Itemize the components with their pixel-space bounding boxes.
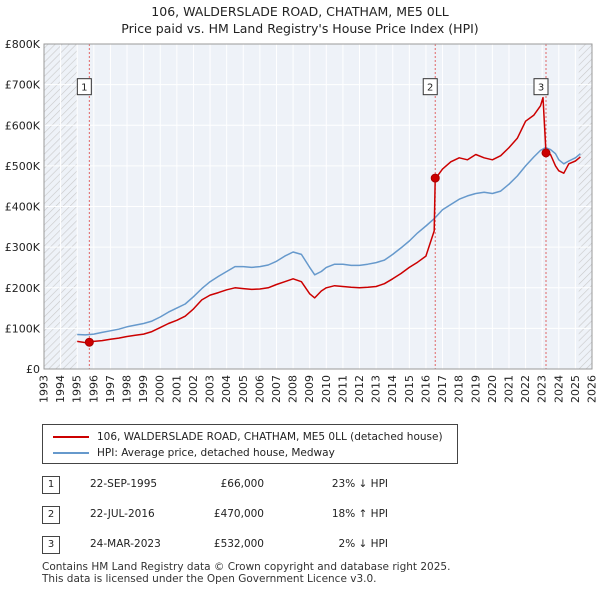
series-line xyxy=(77,146,581,336)
x-tick-label: 2011 xyxy=(336,375,349,403)
sale-price: £470,000 xyxy=(213,508,264,520)
x-tick-label: 2023 xyxy=(536,375,549,403)
y-tick-label: £600K xyxy=(5,119,41,132)
x-tick-label: 2003 xyxy=(204,375,217,403)
x-tick-label: 2022 xyxy=(519,375,532,403)
sale-number-badge: 1 xyxy=(42,476,60,494)
y-tick-label: £800K xyxy=(5,38,41,51)
x-tick-label: 2025 xyxy=(569,375,582,403)
x-tick-label: 2009 xyxy=(303,375,316,403)
x-tick-label: 2020 xyxy=(486,375,499,403)
sale-row: 2 22-JUL-2016 £470,000 18% ↑ HPI xyxy=(42,504,442,524)
footer-line-copyright: Contains HM Land Registry data © Crown c… xyxy=(42,561,451,573)
y-tick-label: £700K xyxy=(5,79,41,92)
x-tick-label: 2018 xyxy=(453,375,466,403)
sale-marker-label: 3 xyxy=(538,83,544,94)
x-tick-label: 2007 xyxy=(270,375,283,403)
sale-date: 24-MAR-2023 xyxy=(90,538,161,550)
x-tick-label: 2016 xyxy=(419,375,432,403)
sale-marker-box xyxy=(422,78,438,96)
sale-number-badge: 3 xyxy=(42,536,60,554)
x-tick-label: 2024 xyxy=(552,375,565,403)
x-tick-label: 2013 xyxy=(370,375,383,403)
sale-hpi-delta: 2% ↓ HPI xyxy=(338,538,388,550)
x-tick-label: 2004 xyxy=(220,375,233,403)
y-tick-label: £0 xyxy=(26,363,40,376)
price-chart: 1 2 3 £0 £100K £200K £300K £400K £500K £600K £700K… xyxy=(5,38,599,403)
sale-marker-label: 2 xyxy=(427,83,433,94)
chart-title: 106, WALDERSLADE ROAD, CHATHAM, ME5 0LL xyxy=(151,4,449,19)
x-tick-label: 2019 xyxy=(469,375,482,403)
chart-legend: 106, WALDERSLADE ROAD, CHATHAM, ME5 0LL … xyxy=(42,424,458,464)
x-tick-label: 2001 xyxy=(170,375,183,403)
sale-date: 22-JUL-2016 xyxy=(90,508,155,520)
y-tick-label: £500K xyxy=(5,160,41,173)
footer-line-licence: This data is licensed under the Open Gov… xyxy=(42,573,377,585)
x-tick-label: 2012 xyxy=(353,375,366,403)
sale-number-badge: 2 xyxy=(42,506,60,524)
legend-swatch-hpi xyxy=(53,452,89,454)
plot-frame xyxy=(43,43,593,370)
sale-date: 22-SEP-1995 xyxy=(90,478,158,490)
x-tick-label: 1997 xyxy=(104,375,117,403)
x-tick-label: 2008 xyxy=(287,375,300,403)
sale-marker-label: 1 xyxy=(81,83,87,94)
sale-hpi-delta: 23% ↓ HPI xyxy=(331,478,388,490)
x-tick-label: 2014 xyxy=(386,375,399,403)
x-tick-label: 2026 xyxy=(586,375,599,403)
sale-marker-point xyxy=(430,173,440,183)
x-tick-label: 2000 xyxy=(154,375,167,403)
x-tick-label: 1998 xyxy=(121,375,134,403)
x-tick-label: 1995 xyxy=(71,375,84,403)
sale-hpi-delta: 18% ↑ HPI xyxy=(331,508,388,520)
legend-swatch-property xyxy=(53,436,89,438)
y-tick-label: £400K xyxy=(5,201,41,214)
chart-subtitle: Price paid vs. HM Land Registry's House … xyxy=(121,21,479,36)
legend-label-hpi: HPI: Average price, detached house, Medw… xyxy=(97,447,335,459)
x-tick-label: 2005 xyxy=(237,375,250,403)
x-tick-label: 2017 xyxy=(436,375,449,403)
series-line xyxy=(77,96,581,344)
sale-marker-point xyxy=(541,148,551,158)
sale-row: 1 22-SEP-1995 £66,000 23% ↓ HPI xyxy=(42,474,442,494)
footer-attribution: Contains HM Land Registry data © Crown c… xyxy=(42,561,450,585)
x-tick-label: 1994 xyxy=(54,375,67,403)
x-tick-label: 2002 xyxy=(187,375,200,403)
x-tick-label: 2006 xyxy=(253,375,266,403)
sale-price: £66,000 xyxy=(220,478,264,490)
sale-row: 3 24-MAR-2023 £532,000 2% ↓ HPI xyxy=(42,534,442,554)
y-tick-label: £100K xyxy=(5,322,41,335)
x-tick-label: 1999 xyxy=(137,375,150,403)
x-tick-label: 1993 xyxy=(38,375,51,403)
sale-marker-box xyxy=(533,78,549,96)
legend-label-property: 106, WALDERSLADE ROAD, CHATHAM, ME5 0LL … xyxy=(97,431,443,443)
x-tick-label: 1996 xyxy=(87,375,100,403)
sale-marker-point xyxy=(84,337,94,347)
legend-entry-hpi: HPI: Average price, detached house, Medw… xyxy=(53,445,335,461)
y-tick-label: £200K xyxy=(5,282,41,295)
x-tick-label: 2010 xyxy=(320,375,333,403)
sale-marker-box xyxy=(76,78,92,96)
x-tick-label: 2015 xyxy=(403,375,416,403)
y-tick-label: £300K xyxy=(5,241,41,254)
sale-price: £532,000 xyxy=(213,538,264,550)
legend-entry-property: 106, WALDERSLADE ROAD, CHATHAM, ME5 0LL … xyxy=(53,429,443,445)
x-tick-label: 2021 xyxy=(502,375,515,403)
